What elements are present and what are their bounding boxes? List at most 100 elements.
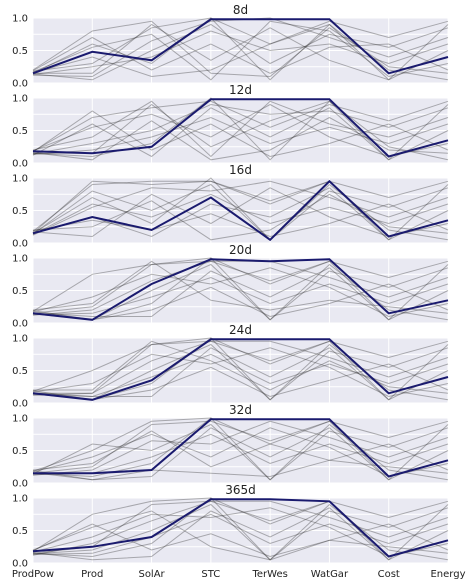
y-tick-label: 0.5 xyxy=(12,446,28,457)
series-line-6 xyxy=(32,343,449,401)
y-tick-label: 0.5 xyxy=(12,126,28,137)
series-line-4 xyxy=(32,187,449,241)
series-line-10 xyxy=(32,500,449,561)
panel-title: 8d xyxy=(233,3,248,17)
panel-title: 24d xyxy=(229,323,252,337)
y-tick-label: 0.5 xyxy=(12,526,28,537)
series-line-10 xyxy=(32,420,449,481)
series-line-5 xyxy=(32,260,449,314)
series-line-9 xyxy=(32,443,449,481)
series-line-9 xyxy=(32,523,449,558)
highlight-line xyxy=(32,18,449,75)
series-line-8 xyxy=(32,276,449,316)
series-line-6 xyxy=(32,23,449,81)
panel-12d: 12d 0.0 0.5 1.0 xyxy=(12,83,449,170)
series-line-10 xyxy=(33,100,449,161)
series-line-5 xyxy=(32,510,449,561)
series-line-2 xyxy=(32,97,449,161)
series-line-9 xyxy=(32,36,449,74)
y-tick-label: 1.0 xyxy=(12,174,28,185)
series-line-1 xyxy=(32,417,449,472)
y-tick-label: 0.0 xyxy=(12,159,28,170)
panel-24d: 24d 0.0 0.5 1.0 xyxy=(12,323,449,410)
series-line-9 xyxy=(32,110,449,158)
x-category-label: SolAr xyxy=(138,569,165,580)
series-line-6 xyxy=(32,423,449,481)
y-tick-label: 1.0 xyxy=(12,14,28,25)
y-tick-label: 0.0 xyxy=(12,79,28,90)
x-category-label: Energy xyxy=(430,569,465,580)
panel-8d: 8d 0.0 0.5 1.0 xyxy=(12,3,449,90)
y-tick-label: 1.0 xyxy=(12,94,28,105)
panel-20d: 20d 0.0 0.5 1.0 xyxy=(12,243,449,330)
series-line-6 xyxy=(32,183,449,241)
series-line-4 xyxy=(32,267,449,321)
y-tick-label: 0.0 xyxy=(12,479,28,490)
series-line-3 xyxy=(32,420,449,476)
panel-32d: 32d 0.0 0.5 1.0 xyxy=(12,403,449,490)
series-line-8 xyxy=(32,513,449,555)
x-category-label: STC xyxy=(201,569,220,580)
series-line-5 xyxy=(32,20,449,78)
x-category-label: TerWes xyxy=(251,569,287,580)
series-line-2 xyxy=(32,257,449,321)
series-line-1 xyxy=(32,337,449,392)
highlight-line xyxy=(32,498,449,558)
series-line-2 xyxy=(32,17,449,81)
series-line-1 xyxy=(32,17,449,72)
y-tick-label: 0.5 xyxy=(12,366,28,377)
series-line-9 xyxy=(32,363,449,401)
series-line-7 xyxy=(32,427,449,478)
panel-title: 16d xyxy=(229,163,252,177)
series-line-9 xyxy=(32,203,449,238)
series-line-4 xyxy=(32,23,449,81)
y-tick-label: 1.0 xyxy=(12,334,28,345)
highlight-line xyxy=(32,338,449,401)
y-tick-label: 1.0 xyxy=(12,254,28,265)
series-line-4 xyxy=(32,507,449,561)
highlight-line xyxy=(33,418,449,478)
x-category-label: ProdPow xyxy=(12,569,54,580)
highlight-line xyxy=(32,179,449,242)
series-line-10 xyxy=(33,23,449,81)
y-tick-label: 0.0 xyxy=(12,239,28,250)
series-line-2 xyxy=(32,497,449,561)
series-line-8 xyxy=(32,116,449,156)
panel-title: 365d xyxy=(225,483,256,497)
series-line-9 xyxy=(32,283,449,321)
y-tick-label: 0.5 xyxy=(12,206,28,217)
x-category-label: Cost xyxy=(378,569,400,580)
panel-title: 32d xyxy=(229,403,252,417)
series-line-4 xyxy=(32,427,449,481)
highlight-line xyxy=(32,98,449,158)
series-line-5 xyxy=(32,193,449,241)
series-line-8 xyxy=(32,193,449,236)
series-line-3 xyxy=(32,180,449,236)
series-line-3 xyxy=(32,500,449,556)
highlight-line xyxy=(32,258,449,321)
series-line-5 xyxy=(32,116,449,161)
series-line-8 xyxy=(32,353,449,398)
x-category-label: WatGar xyxy=(311,569,349,580)
series-line-10 xyxy=(32,260,449,321)
series-line-8 xyxy=(32,30,449,75)
series-line-10 xyxy=(33,340,449,401)
y-tick-label: 0.5 xyxy=(12,46,28,57)
series-line-7 xyxy=(32,347,449,398)
series-line-4 xyxy=(32,107,449,161)
series-line-7 xyxy=(32,267,449,318)
series-line-7 xyxy=(32,103,449,158)
series-line-1 xyxy=(32,497,449,552)
series-line-3 xyxy=(32,100,449,158)
panel-16d: 16d 0.0 0.5 1.0 xyxy=(12,163,449,250)
series-line-6 xyxy=(32,103,449,155)
series-line-10 xyxy=(32,180,449,241)
y-tick-label: 0.5 xyxy=(12,286,28,297)
panel-title: 20d xyxy=(229,243,252,257)
x-category-label: Prod xyxy=(81,569,103,580)
panel-365d: 365d 0.0 0.5 1.0 xyxy=(12,483,449,570)
panel-title: 12d xyxy=(229,83,252,97)
series-line-3 xyxy=(32,340,449,396)
series-line-1 xyxy=(32,180,449,232)
